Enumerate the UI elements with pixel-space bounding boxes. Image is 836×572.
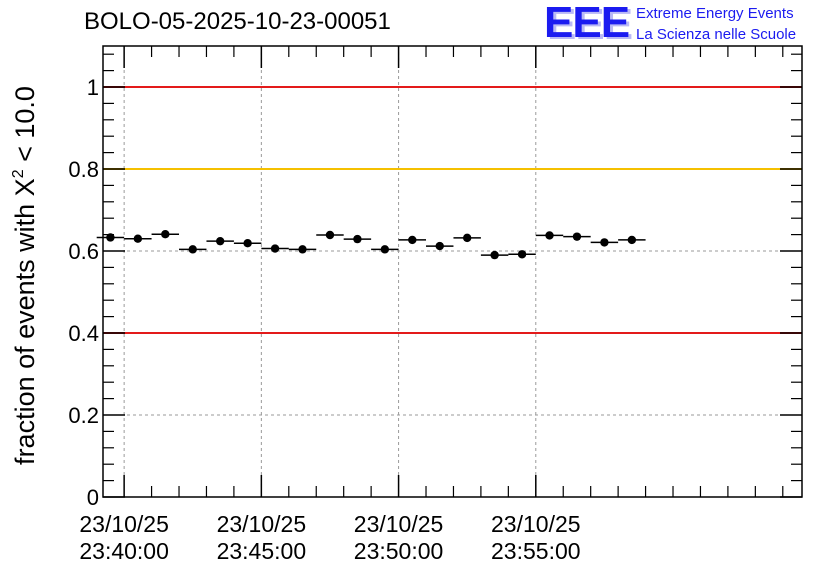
- data-point: [161, 229, 170, 239]
- data-point: [106, 233, 115, 242]
- grid: [103, 46, 802, 497]
- data-point: [215, 236, 225, 246]
- data-point: [490, 250, 499, 260]
- y-axis-label-suffix: < 10.0: [10, 86, 40, 169]
- data-point: [572, 232, 582, 241]
- y-tick-labels: 0 0.2 0.4 0.6 0.8 1: [68, 75, 99, 510]
- data-point: [188, 245, 197, 254]
- y-tick-label: 0.6: [68, 239, 99, 264]
- logo-line-1: Extreme Energy Events: [636, 5, 794, 22]
- reference-lines: [103, 86, 802, 334]
- x-tick-labels: 23/10/2523:40:0023/10/2523:45:0023/10/25…: [79, 511, 580, 564]
- eee-logo: EEE Extreme Energy Events La Scienza nel…: [544, 0, 836, 47]
- x-tick-label-time: 23:50:00: [354, 538, 444, 564]
- data-point: [600, 238, 609, 247]
- data-point: [270, 244, 280, 253]
- y-tick-label: 0.4: [68, 321, 99, 346]
- data-point: [462, 233, 472, 243]
- x-tick-label-time: 23:45:00: [217, 538, 307, 564]
- y-axis-label-prefix: fraction of events with: [10, 196, 40, 465]
- data-points: [96, 229, 646, 260]
- axis-ticks: [103, 46, 802, 498]
- logo-mark: EEE: [544, 0, 630, 47]
- chart-title: BOLO-05-2025-10-23-00051: [84, 8, 391, 35]
- data-point: [517, 250, 527, 259]
- y-tick-label: 1: [87, 75, 99, 100]
- y-axis-label-symbol: X: [10, 178, 40, 196]
- data-point: [435, 241, 444, 251]
- x-tick-label-date: 23/10/25: [79, 511, 169, 537]
- y-tick-label: 0.2: [68, 403, 99, 428]
- x-tick-label-date: 23/10/25: [491, 511, 581, 537]
- x-tick-label-time: 23:55:00: [491, 538, 581, 564]
- data-point: [243, 239, 252, 248]
- data-point: [325, 230, 335, 240]
- data-point: [380, 245, 390, 254]
- y-axis-label-sup: 2: [10, 169, 27, 178]
- plot-frame: [102, 45, 803, 498]
- data-point: [408, 235, 417, 245]
- x-tick-label-date: 23/10/25: [354, 511, 444, 537]
- y-axis-label: fraction of events with X2 < 10.0: [10, 86, 40, 465]
- logo-line-2: La Scienza nelle Scuole: [636, 26, 797, 43]
- x-tick-label-date: 23/10/25: [217, 511, 307, 537]
- y-tick-label: 0.8: [68, 157, 99, 182]
- data-point: [353, 234, 362, 244]
- data-point: [545, 231, 554, 240]
- x-tick-label-time: 23:40:00: [79, 538, 169, 564]
- data-point: [627, 235, 637, 245]
- data-point: [133, 234, 143, 243]
- data-point: [298, 245, 307, 254]
- y-tick-label: 0: [87, 485, 99, 510]
